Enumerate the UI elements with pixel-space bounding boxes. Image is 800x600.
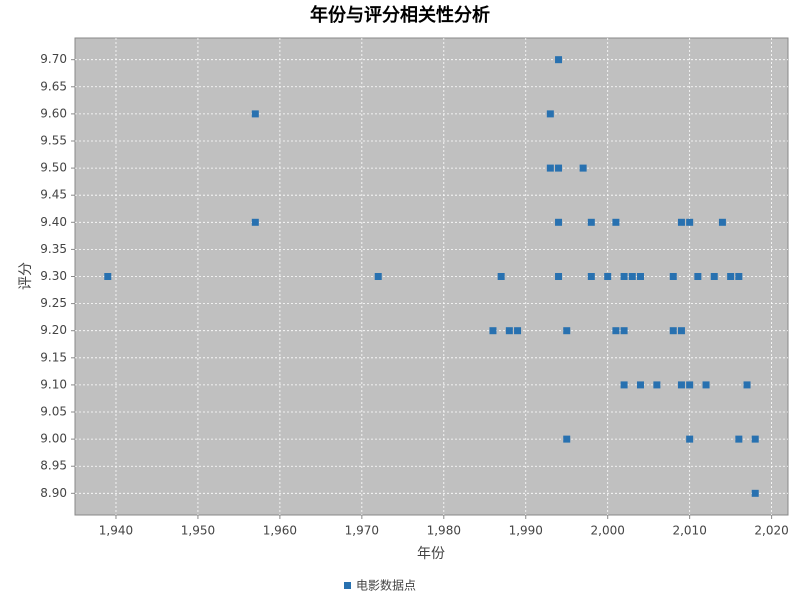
x-tick-label: 1,950 <box>181 524 215 538</box>
x-axis-label: 年份 <box>417 546 445 562</box>
scatter-point <box>620 273 628 280</box>
y-tick-label: 9.65 <box>40 79 67 93</box>
scatter-point <box>251 110 259 118</box>
x-tick-label: 2,010 <box>672 524 706 538</box>
scatter-point <box>555 218 563 226</box>
x-tick-label: 1,990 <box>509 524 543 538</box>
scatter-point <box>727 273 735 280</box>
y-tick-label: 9.40 <box>40 215 67 229</box>
scatter-point <box>686 435 694 443</box>
scatter-point <box>555 273 563 280</box>
scatter-point <box>563 327 571 335</box>
scatter-point <box>669 327 677 335</box>
y-tick-label: 8.95 <box>40 459 67 473</box>
y-tick-label: 8.90 <box>40 486 67 500</box>
scatter-point <box>636 273 644 280</box>
y-tick-label: 9.45 <box>40 188 67 202</box>
scatter-point <box>612 218 620 226</box>
scatter-point <box>489 327 497 335</box>
scatter-point <box>677 381 685 389</box>
y-tick-label: 9.25 <box>40 296 67 310</box>
scatter-point <box>620 381 628 389</box>
scatter-point <box>587 273 595 280</box>
y-axis-label: 评分 <box>18 262 34 290</box>
scatter-point <box>751 489 759 497</box>
y-tick-label: 9.10 <box>40 377 67 391</box>
x-tick-label: 1,940 <box>99 524 133 538</box>
scatter-point <box>694 273 702 280</box>
x-tick-label: 2,000 <box>591 524 625 538</box>
scatter-point <box>251 218 259 226</box>
scatter-point <box>751 435 759 443</box>
scatter-point <box>702 381 710 389</box>
y-tick-label: 9.15 <box>40 350 67 364</box>
scatter-point <box>374 273 382 280</box>
scatter-point <box>497 273 505 280</box>
scatter-point <box>735 435 743 443</box>
scatter-point <box>686 381 694 389</box>
scatter-point <box>628 273 636 280</box>
scatter-point <box>620 327 628 335</box>
chart-title: 年份与评分相关性分析 <box>310 4 490 26</box>
scatter-point <box>677 327 685 335</box>
scatter-point <box>604 273 612 280</box>
scatter-point <box>579 164 587 172</box>
x-tick-label: 1,970 <box>345 524 379 538</box>
scatter-point <box>653 381 661 389</box>
scatter-point <box>686 218 694 226</box>
scatter-point <box>743 381 751 389</box>
scatter-point <box>612 327 620 335</box>
legend-swatch <box>344 582 351 589</box>
y-tick-label: 9.00 <box>40 432 67 446</box>
y-tick-label: 9.20 <box>40 323 67 337</box>
y-tick-label: 9.35 <box>40 242 67 256</box>
y-tick-label: 9.50 <box>40 161 67 175</box>
scatter-point <box>735 273 743 280</box>
scatter-point <box>104 273 112 280</box>
scatter-point <box>710 273 718 280</box>
y-tick-label: 9.55 <box>40 133 67 147</box>
x-tick-label: 2,020 <box>754 524 788 538</box>
scatter-point <box>718 218 726 226</box>
scatter-point <box>555 56 563 64</box>
scatter-point <box>514 327 522 335</box>
scatter-point <box>563 435 571 443</box>
y-tick-label: 9.70 <box>40 52 67 66</box>
legend-label: 电影数据点 <box>356 578 416 593</box>
x-tick-label: 1,980 <box>427 524 461 538</box>
scatter-point <box>505 327 513 335</box>
scatter-point <box>587 218 595 226</box>
x-tick-label: 1,960 <box>263 524 297 538</box>
scatter-point <box>555 164 563 172</box>
y-tick-label: 9.60 <box>40 106 67 120</box>
scatter-point <box>669 273 677 280</box>
scatter-point <box>546 110 554 118</box>
y-tick-label: 9.05 <box>40 405 67 419</box>
scatter-point <box>677 218 685 226</box>
scatter-point <box>636 381 644 389</box>
scatter-point <box>546 164 554 172</box>
y-tick-label: 9.30 <box>40 269 67 283</box>
